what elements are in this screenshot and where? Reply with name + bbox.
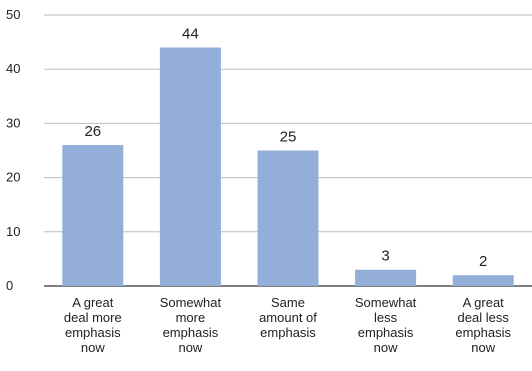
category-labels: A great deal more emphasis now Somewhat more e… — [64, 295, 512, 355]
y-tick-label: 30 — [6, 115, 20, 130]
data-labels: 26 44 25 3 2 — [84, 26, 487, 271]
y-tick-label: 0 — [6, 278, 13, 293]
data-label: 3 — [381, 248, 389, 265]
bar — [62, 145, 124, 286]
category-label: A great deal less emphasis now — [455, 295, 511, 355]
bar — [257, 150, 319, 286]
category-label: Same amount of emphasis — [259, 295, 317, 340]
bar — [159, 47, 221, 286]
y-tick-label: 20 — [6, 170, 20, 185]
y-tick-label: 10 — [6, 224, 20, 239]
data-label: 25 — [280, 129, 297, 146]
data-label: 2 — [479, 253, 487, 270]
bar — [355, 269, 417, 286]
data-label: 44 — [182, 26, 199, 43]
category-label: Somewhat less emphasis now — [355, 295, 417, 355]
bar — [452, 275, 514, 286]
category-label: A great deal more emphasis now — [64, 295, 122, 355]
category-label: Somewhat more emphasis now — [160, 295, 222, 355]
y-axis-ticks: 0 10 20 30 40 50 — [6, 7, 20, 293]
y-tick-label: 40 — [6, 61, 20, 76]
data-label: 26 — [84, 123, 101, 140]
bars — [62, 47, 514, 286]
y-tick-label: 50 — [6, 7, 20, 22]
